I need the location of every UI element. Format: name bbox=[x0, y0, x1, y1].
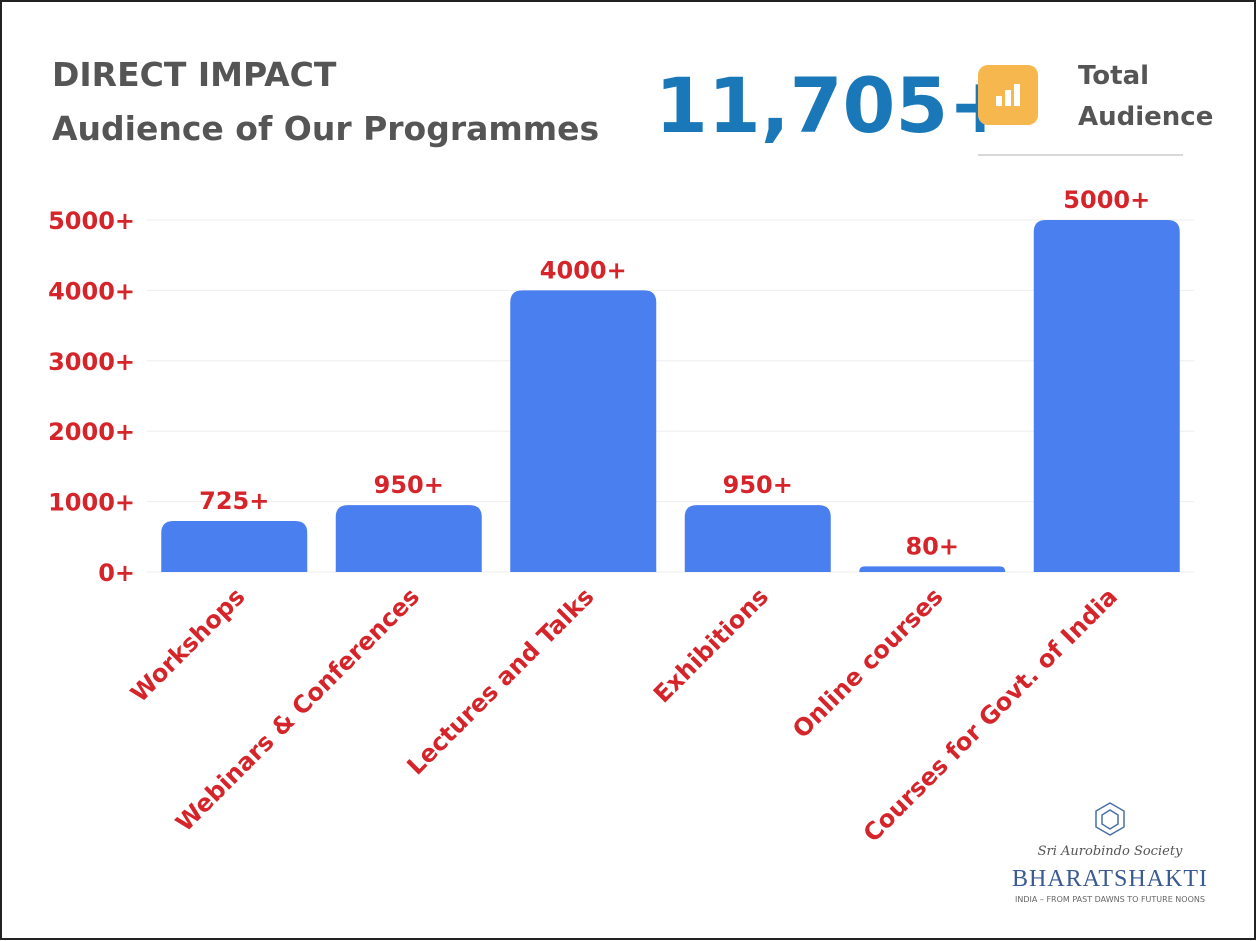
y-tick-label: 2000+ bbox=[48, 418, 135, 446]
y-tick-label: 3000+ bbox=[48, 348, 135, 376]
y-tick-label: 5000+ bbox=[48, 207, 135, 235]
y-tick-label: 1000+ bbox=[48, 489, 135, 517]
logo: Sri Aurobindo Society BHARATSHAKTI INDIA… bbox=[1012, 802, 1208, 904]
icon-bar bbox=[1014, 84, 1020, 106]
bar bbox=[684, 505, 831, 572]
bar bbox=[335, 505, 482, 572]
icon-bar bbox=[996, 96, 1002, 106]
headline-caption: Audience bbox=[1078, 102, 1213, 132]
logo-name: BHARATSHAKTI bbox=[1012, 866, 1208, 892]
chart-title: DIRECT IMPACT bbox=[52, 55, 337, 94]
bar bbox=[510, 290, 657, 572]
value-label: 80+ bbox=[905, 532, 959, 560]
logo-tagline: INDIA – FROM PAST DAWNS TO FUTURE NOONS bbox=[1015, 895, 1205, 904]
y-tick-label: 4000+ bbox=[48, 277, 135, 305]
bar bbox=[1033, 220, 1180, 572]
value-label: 950+ bbox=[723, 471, 793, 499]
chart-subtitle: Audience of Our Programmes bbox=[52, 109, 599, 148]
value-label: 5000+ bbox=[1063, 186, 1150, 214]
bar bbox=[859, 566, 1006, 572]
bar bbox=[161, 520, 308, 572]
logo-script: Sri Aurobindo Society bbox=[1038, 844, 1183, 859]
value-label: 725+ bbox=[199, 487, 269, 515]
headline: 11,705+ bbox=[655, 61, 1012, 150]
icon-bar bbox=[1005, 90, 1011, 106]
value-label: 4000+ bbox=[540, 256, 627, 284]
value-label: 950+ bbox=[374, 471, 444, 499]
headline-caption: Total bbox=[1078, 61, 1149, 91]
logo-emblem bbox=[1095, 802, 1125, 836]
y-tick-label: 0+ bbox=[98, 559, 135, 587]
